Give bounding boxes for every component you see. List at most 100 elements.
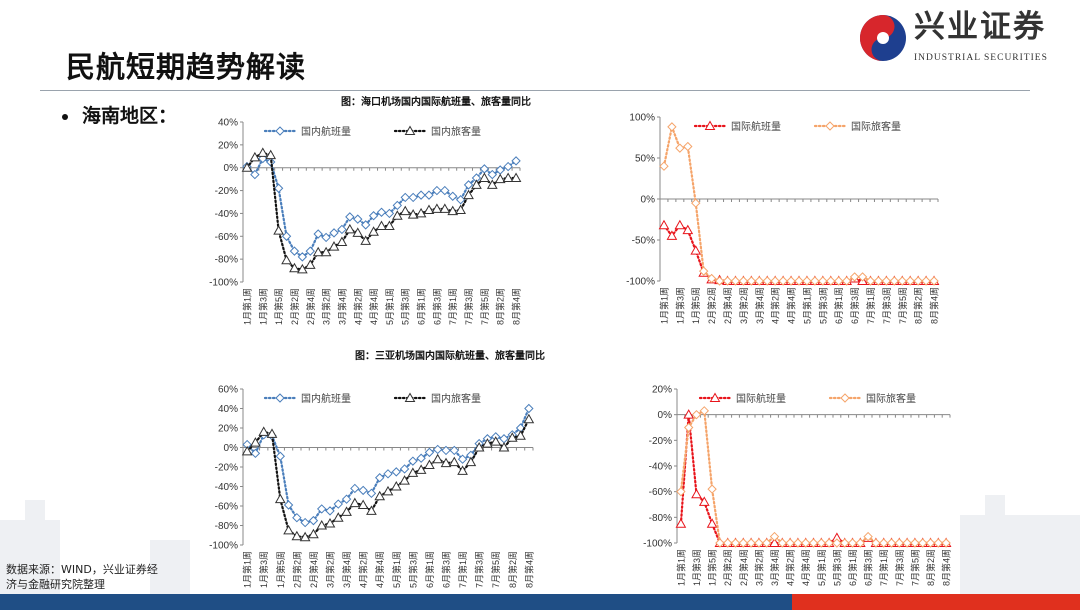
legend-label: 国际旅客量 xyxy=(851,120,901,133)
data-point xyxy=(258,153,268,164)
data-point xyxy=(250,437,261,447)
data-point xyxy=(482,438,493,448)
x-tick-label: 5月第1周 xyxy=(816,549,827,586)
data-point xyxy=(824,538,834,548)
data-point xyxy=(391,210,403,220)
data-point xyxy=(439,203,451,213)
data-point xyxy=(698,266,709,276)
data-point xyxy=(299,531,311,542)
x-tick-label: 7月第1周 xyxy=(878,549,889,586)
data-point xyxy=(432,453,444,464)
legend-marker-icon xyxy=(404,125,416,135)
x-tick-label: 5月第3周 xyxy=(831,549,842,586)
x-tick-label: 7月第3周 xyxy=(894,549,905,586)
data-point xyxy=(360,220,371,230)
data-point xyxy=(258,426,270,436)
data-point xyxy=(416,190,426,200)
data-point xyxy=(738,276,749,286)
data-point xyxy=(250,169,260,180)
data-point xyxy=(448,191,458,201)
data-point xyxy=(399,464,410,474)
data-point xyxy=(800,538,811,548)
x-tick-label: 8月第2周 xyxy=(507,551,518,588)
x-tick-label: 4月第2周 xyxy=(770,287,781,324)
data-point xyxy=(871,538,881,548)
legend-label: 国内旅客量 xyxy=(431,125,481,138)
data-point xyxy=(455,195,466,205)
x-tick-label: 6月第1周 xyxy=(847,549,858,586)
data-point xyxy=(498,441,510,452)
data-point xyxy=(834,276,844,286)
x-tick-label: 3月第2周 xyxy=(321,288,332,325)
data-point xyxy=(778,276,788,286)
data-point xyxy=(349,497,361,508)
data-point xyxy=(865,276,876,286)
legend-label: 国际航班量 xyxy=(736,392,786,405)
y-tick-label: -100% xyxy=(209,278,238,289)
data-point xyxy=(266,428,278,438)
x-tick-label: 8月第4周 xyxy=(929,287,940,324)
data-point xyxy=(433,444,443,455)
data-point xyxy=(424,447,435,458)
data-point xyxy=(941,538,951,548)
data-point xyxy=(407,467,419,477)
data-point xyxy=(659,161,669,171)
data-point xyxy=(674,219,686,230)
data-point xyxy=(503,161,513,172)
data-point xyxy=(357,499,369,510)
x-tick-label: 5月第3周 xyxy=(817,287,828,324)
x-tick-label: 5月第1周 xyxy=(801,287,812,324)
data-point xyxy=(440,185,450,196)
legend-marker-icon xyxy=(825,121,835,131)
x-tick-label: 1月第5周 xyxy=(707,549,718,586)
data-point xyxy=(281,254,292,265)
data-point xyxy=(905,276,915,286)
x-tick-label: 3月第4周 xyxy=(754,287,765,324)
data-point xyxy=(769,531,780,542)
data-point xyxy=(408,456,418,466)
data-point xyxy=(849,272,860,282)
x-tick-label: 4月第4周 xyxy=(800,549,811,586)
y-tick-label: 20% xyxy=(218,424,238,435)
data-point xyxy=(415,207,427,218)
data-point xyxy=(754,538,764,548)
data-point xyxy=(722,538,733,548)
x-tick-label: 8月第4周 xyxy=(511,288,522,325)
data-point xyxy=(690,245,702,255)
legend-marker-icon xyxy=(704,120,716,130)
data-point xyxy=(297,252,308,262)
data-point xyxy=(408,192,418,203)
data-point xyxy=(329,228,339,238)
x-tick-label: 7月第3周 xyxy=(881,287,892,324)
data-point xyxy=(376,207,387,217)
data-point xyxy=(353,214,363,224)
x-tick-label: 2月第4周 xyxy=(305,288,316,325)
data-point xyxy=(506,432,518,442)
data-point xyxy=(499,434,509,444)
data-point xyxy=(683,141,693,152)
legend-label: 国内旅客量 xyxy=(431,392,481,405)
title-divider xyxy=(40,90,1030,91)
section-label: 海南地区： xyxy=(82,105,178,127)
data-point xyxy=(691,409,702,420)
data-point xyxy=(683,422,694,433)
data-point xyxy=(312,246,324,257)
data-point xyxy=(441,445,451,456)
data-point xyxy=(316,519,328,530)
x-tick-label: 3月第2周 xyxy=(325,551,336,588)
data-point xyxy=(839,538,850,548)
legend-marker-icon xyxy=(275,126,285,136)
data-point xyxy=(666,230,678,240)
data-point xyxy=(894,538,905,548)
y-tick-label: -60% xyxy=(215,232,238,243)
y-tick-label: 60% xyxy=(218,385,238,396)
data-point xyxy=(738,538,749,548)
legend-label: 国内航班量 xyxy=(301,392,351,405)
data-point xyxy=(683,409,695,419)
x-tick-label: 6月第1周 xyxy=(424,551,435,588)
data-point xyxy=(257,147,269,157)
x-tick-label: 4月第4周 xyxy=(786,287,797,324)
chart-title-haikou: 图：海口机场国内国际航班量、旅客量同比 xyxy=(341,97,531,108)
x-tick-label: 5月第1周 xyxy=(384,288,395,325)
data-point xyxy=(273,183,284,193)
